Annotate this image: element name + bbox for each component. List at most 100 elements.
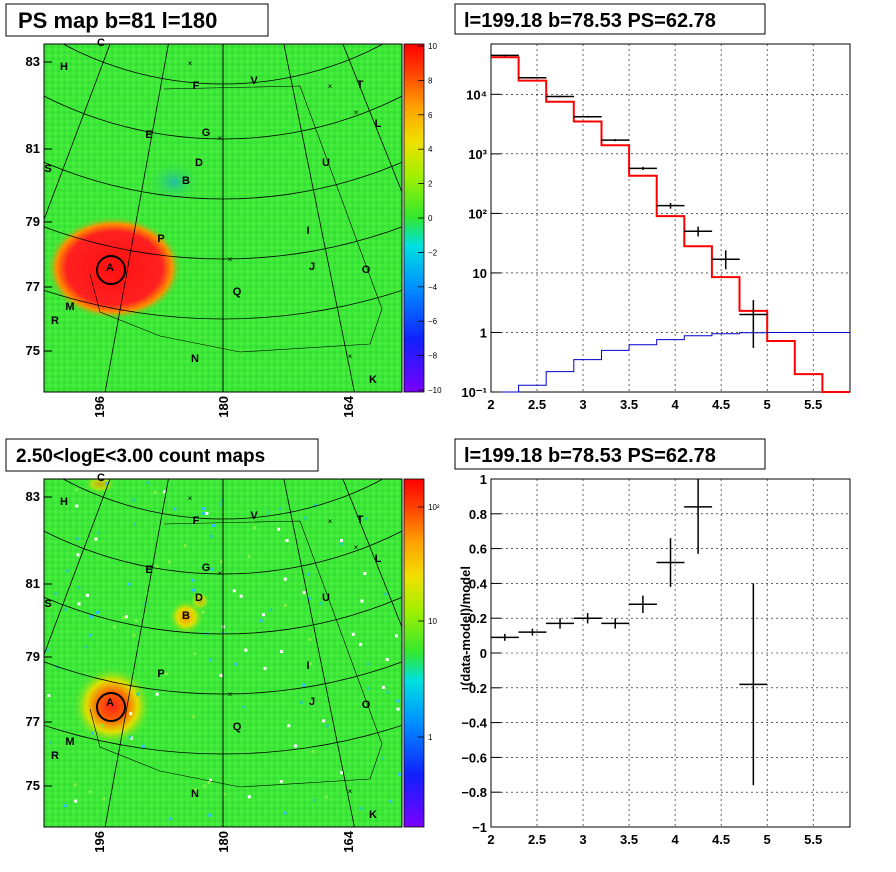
- residual-y-axis-label: (data-model)/model: [458, 566, 473, 686]
- residual-y-tick-label: 0.6: [469, 542, 487, 557]
- source-marker-x: ×: [188, 59, 193, 68]
- source-label: M: [65, 736, 74, 748]
- colorbar-tick-label: 0: [428, 214, 433, 223]
- source-label: E: [145, 564, 152, 576]
- source-label: R: [51, 750, 59, 762]
- colorbar-tick-label: 6: [428, 111, 433, 120]
- count-pixel: [308, 637, 312, 641]
- count-pixel: [253, 526, 257, 530]
- spectrum-y-tick-label: 10²: [468, 206, 487, 221]
- panel-bottom-right-title: l=199.18 b=78.53 PS=62.78: [464, 445, 716, 467]
- count-pixel: [310, 701, 314, 705]
- count-pixel: [63, 804, 67, 808]
- source-label: M: [65, 301, 74, 313]
- count-pixel: [141, 744, 145, 748]
- source-marker-x: ×: [354, 543, 359, 552]
- source-label: G: [202, 562, 211, 574]
- count-pixel: [222, 792, 226, 796]
- source-label: C: [97, 37, 105, 49]
- count-pixel: [85, 593, 89, 597]
- count-pixel: [73, 783, 77, 787]
- residual-x-tick-label: 3: [579, 832, 586, 847]
- count-pixel: [77, 602, 81, 606]
- source-label: J: [309, 261, 315, 273]
- source-label: V: [250, 75, 258, 87]
- source-marker-x: ×: [354, 108, 359, 117]
- count-map-colorbar: [403, 478, 425, 828]
- count-pixel: [396, 699, 400, 703]
- source-label: F: [193, 80, 200, 92]
- count-pixel: [366, 662, 370, 666]
- count-pixel: [191, 715, 195, 719]
- data-point: [490, 54, 519, 57]
- spectrum-x-tick-label: 5.5: [804, 397, 822, 412]
- residual-y-tick-label: 0.4: [469, 576, 488, 591]
- count-pixel: [208, 658, 212, 662]
- count-pixel: [340, 539, 343, 542]
- count-pixel: [360, 599, 364, 603]
- count-pixel: [88, 633, 92, 637]
- source-marker-x: ×: [348, 352, 353, 361]
- data-point: [518, 76, 547, 79]
- spectrum-x-tick-label: 3: [579, 397, 586, 412]
- count-pixel: [280, 650, 283, 653]
- count-pixel: [322, 719, 326, 723]
- map-y-tick-label: 81: [26, 576, 40, 591]
- colorbar-tick-label: −10: [428, 386, 442, 395]
- source-label: Q: [233, 286, 242, 298]
- data-point: [684, 226, 713, 237]
- count-pixel: [127, 582, 131, 586]
- count-pixel: [88, 790, 92, 794]
- source-marker-x: ×: [328, 82, 333, 91]
- count-pixel: [203, 784, 207, 788]
- residual-x-tick-label: 5: [764, 832, 771, 847]
- count-pixel: [244, 648, 248, 652]
- count-pixel: [89, 615, 93, 619]
- source-label: B: [182, 175, 190, 187]
- source-label: R: [51, 315, 59, 327]
- source-marker-x: ×: [228, 690, 233, 699]
- count-pixel: [279, 780, 283, 784]
- map-y-tick-label: 81: [26, 141, 40, 156]
- data-point: [711, 250, 740, 270]
- source-label: O: [362, 699, 371, 711]
- count-pixel: [64, 607, 68, 611]
- map-y-tick-label: 83: [26, 489, 40, 504]
- count-pixel: [75, 504, 79, 508]
- source-marker-x: ×: [228, 255, 233, 264]
- residual-x-tick-label: 4.5: [712, 832, 730, 847]
- model-total-step: [491, 56, 850, 393]
- source-label: V: [250, 510, 258, 522]
- residual-point: [684, 479, 713, 554]
- map-y-tick-label: 75: [26, 343, 40, 358]
- count-pixel: [210, 567, 214, 571]
- graticule-longitude-line: [283, 44, 355, 392]
- count-pixel: [247, 795, 251, 799]
- count-pixel: [168, 560, 172, 564]
- residual-point: [739, 583, 768, 786]
- count-pixel: [283, 577, 287, 581]
- graticule-longitude-line: [342, 479, 402, 629]
- map-x-tick-label: 164: [341, 830, 356, 852]
- spectrum-x-tick-label: 4.5: [712, 397, 730, 412]
- count-pixel: [263, 666, 267, 670]
- count-pixel: [351, 632, 355, 636]
- count-pixel: [234, 662, 238, 666]
- count-pixel: [164, 672, 168, 676]
- region-boundary: [89, 85, 383, 353]
- count-pixel: [102, 797, 106, 801]
- count-pixel: [173, 507, 177, 511]
- panel-bottom-left: 2.50<logE<3.00 count maps C H F V T L E G D U S B P I…: [5, 438, 440, 853]
- source-label: U: [322, 592, 330, 604]
- count-pixel: [314, 503, 317, 507]
- source-label: I: [306, 225, 309, 237]
- map-x-tick-label: 164: [341, 395, 356, 417]
- count-pixel: [309, 662, 313, 666]
- residual-point: [518, 628, 547, 636]
- spectrum-y-tick-label: 1: [480, 325, 487, 340]
- count-pixel: [56, 665, 60, 669]
- count-pixel: [359, 642, 362, 646]
- residual-point: [601, 618, 630, 629]
- count-pixel: [220, 498, 224, 502]
- colorbar-tick-label: 10: [428, 42, 437, 51]
